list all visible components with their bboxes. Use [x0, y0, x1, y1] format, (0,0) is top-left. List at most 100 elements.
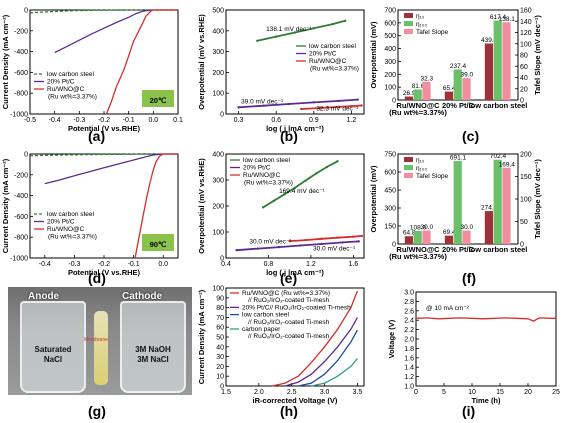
x-axis-label-i: Time (h)	[471, 396, 501, 405]
series-line-a-1	[54, 9, 178, 54]
bar-f-2-0	[484, 211, 493, 244]
data-point-b	[300, 107, 303, 111]
y-tick-label-i: 2.6	[404, 308, 414, 315]
data-point-e	[336, 160, 339, 163]
tafel-annotation-e-1: 30.0 mV dec⁻¹	[249, 239, 292, 246]
x-tick-label-a: 0.0	[148, 117, 158, 124]
x-tick-label-h: 2.0	[254, 389, 264, 396]
bar-c-2-0	[484, 43, 493, 100]
y-axis-label-d: Current Density (mA cm⁻²)	[1, 158, 10, 253]
x-axis-label-b: log ( j |mA cm⁻²)	[266, 124, 324, 133]
x-tick-label-h: 3.0	[320, 389, 330, 396]
y-tick-label-c: 400	[384, 46, 396, 53]
bar-c-0-1	[413, 89, 422, 100]
x-tick-label-a: -0.2	[98, 117, 110, 124]
legend-label-h: // RuO₂/IrO₂-coated Ti-mesh	[248, 297, 330, 304]
x-tick-label-e: 0.8	[264, 261, 274, 268]
category-label-f: 20% Pt/C	[442, 245, 475, 254]
x-tick-label-d: 0.0	[158, 261, 168, 268]
data-point-e	[320, 237, 323, 240]
anode-solution-line2: NaCl	[43, 355, 63, 364]
y2-tick-label-f: 0	[520, 242, 524, 249]
data-point-b	[350, 104, 353, 108]
temperature-badge-d	[142, 234, 174, 251]
anode-label: Anode	[28, 291, 60, 302]
anode-beaker	[20, 301, 86, 393]
y-axis-label-c: Overpotential (mV)	[369, 21, 378, 89]
y-axis-label-e: Overpotential (mV vs.RHE)	[197, 158, 206, 254]
y-tick-label-d: -600	[14, 214, 28, 221]
y-tick-label-i: 1.2	[404, 374, 414, 381]
y-tick-label-c: 500	[384, 33, 396, 40]
y-tick-label-i: 2.4	[404, 318, 414, 325]
data-point-b	[287, 102, 290, 106]
x-tick-label-h: 1.5	[221, 389, 231, 396]
legend-label-a: 20% Pt/C	[47, 79, 75, 86]
y-tick-label-f: 150	[384, 224, 396, 231]
x-tick-label-h: 3.5	[353, 389, 363, 396]
x-axis-label-h: iR-corrected Voltage (V)	[253, 396, 338, 405]
data-point-b	[256, 39, 259, 42]
y-tick-label-i: 2.0	[404, 337, 414, 344]
cathode-label: Cathode	[122, 291, 162, 302]
legend-label-e: 20% Pt/C	[243, 165, 271, 172]
legend-label-a: (Ru wt%=3.37%)	[48, 94, 97, 101]
data-point-e	[360, 234, 364, 238]
data-point-b	[293, 31, 297, 34]
y-tick-label-f: 0	[392, 242, 396, 249]
data-point-b	[343, 19, 347, 23]
data-point-e	[336, 236, 339, 239]
y2-tick-label-f: 150	[520, 174, 532, 181]
series-line-h-3	[311, 358, 358, 387]
x-tick-label-i: 15	[496, 389, 504, 396]
x-tick-label-b: 0.3	[234, 117, 244, 124]
data-point-e	[283, 193, 286, 196]
legend-label-c: η₁₀₀	[416, 21, 428, 28]
y2-tick-label-c: 60	[520, 64, 528, 71]
data-point-e	[235, 249, 238, 252]
y2-tick-label-c: 160	[520, 8, 532, 15]
y2-axis-label-c: Tafel Slope (mV dec⁻¹)	[533, 15, 542, 95]
y2-tick-label-f: 200	[520, 152, 532, 159]
data-point-e	[304, 238, 307, 242]
legend-label-f: Tafel Slope	[416, 173, 449, 180]
data-point-e	[256, 247, 260, 250]
legend-swatch-c	[404, 29, 413, 34]
legend-label-d: low carbon steel	[47, 211, 95, 218]
y-tick-label-e: 300	[212, 178, 224, 185]
category-label-f: Ru/WNO@C	[396, 245, 440, 254]
data-point-b	[337, 105, 341, 109]
bar-value-label-f: 274.4	[481, 205, 498, 212]
bar-c-1-0	[444, 91, 453, 100]
legend-label-h: // RuO₂/IrO₂-coated Ti-mesh	[248, 319, 330, 326]
y-tick-label-f: 300	[384, 206, 396, 213]
y-tick-label-i: 1.8	[404, 346, 414, 353]
y-tick-label-h: 100	[212, 286, 224, 293]
legend-label-e: Ru/WNO@C	[243, 172, 281, 179]
category-sub-label-f: (Ru wt%=3.37%)	[389, 252, 447, 261]
y-tick-label-i: 1.0	[404, 384, 414, 391]
y-tick-label-i: 2.2	[404, 327, 414, 334]
data-point-e	[272, 199, 275, 202]
series-line-a-0	[29, 9, 178, 14]
y2-tick-label-c: 80	[520, 53, 528, 60]
panel-label-d: (d)	[88, 270, 106, 286]
legend-label-f: η₁₀₀	[416, 165, 428, 172]
bar-value-label-f: 30.0	[460, 224, 473, 231]
bar-value-label-c: 39.0	[460, 72, 473, 79]
bar-value-label-f: 69.4	[443, 229, 456, 236]
y-tick-label-a: -400	[14, 49, 28, 56]
x-tick-label-e: 0.4	[221, 261, 231, 268]
x-tick-label-e: 1.2	[306, 261, 316, 268]
y-tick-label-h: 30	[216, 354, 224, 361]
category-label-f: low carbon steel	[469, 245, 528, 254]
y-tick-label-f: 600	[384, 170, 396, 177]
y-axis-label-i: Voltage (V)	[387, 319, 396, 358]
legend-label-h: low carbon steel	[242, 312, 290, 319]
series-line-a-2	[105, 9, 178, 115]
y-tick-label-a: 0	[24, 8, 28, 15]
legend-label-b: low carbon steel	[309, 43, 357, 50]
x-tick-label-d: -0.4	[39, 261, 51, 268]
temperature-badge-a	[142, 90, 174, 107]
